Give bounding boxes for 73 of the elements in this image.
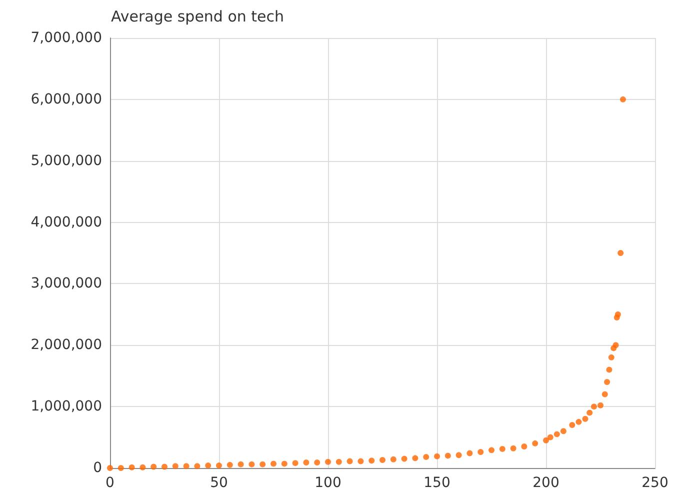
point <box>444 452 451 459</box>
point <box>488 447 494 454</box>
point <box>380 457 386 464</box>
point <box>281 460 288 467</box>
point <box>618 250 624 256</box>
point <box>478 449 484 456</box>
point <box>434 453 440 460</box>
point <box>582 416 588 422</box>
point <box>292 460 298 466</box>
point <box>172 463 178 470</box>
point <box>118 465 124 471</box>
y-tick-label: 1,000,000 <box>30 398 102 415</box>
point <box>183 463 190 470</box>
point <box>614 311 621 318</box>
point <box>612 342 619 348</box>
point <box>205 462 212 469</box>
point <box>260 461 266 468</box>
point <box>270 460 276 467</box>
point <box>390 456 396 462</box>
point <box>532 440 538 446</box>
point <box>510 445 516 452</box>
x-tick-label: 200 <box>532 475 560 491</box>
x-tick-label: 0 <box>106 475 114 491</box>
point <box>368 458 375 464</box>
point <box>547 434 554 440</box>
point <box>576 418 582 425</box>
point <box>358 458 364 464</box>
point <box>107 465 113 471</box>
point <box>554 431 560 438</box>
point <box>238 461 244 468</box>
point <box>499 446 506 452</box>
x-tick-label: 100 <box>314 475 342 491</box>
point <box>604 379 610 385</box>
y-tick-label: 2,000,000 <box>30 337 102 354</box>
y-tick-label: 6,000,000 <box>30 91 102 108</box>
point <box>586 410 593 416</box>
point <box>336 458 342 465</box>
point <box>226 462 233 468</box>
point <box>602 391 608 398</box>
point <box>590 404 597 410</box>
point <box>608 354 614 360</box>
x-tick-label: 50 <box>210 475 228 491</box>
y-tick-label: 7,000,000 <box>30 30 102 46</box>
point <box>543 437 549 444</box>
point <box>569 422 576 428</box>
x-tick-label: 250 <box>642 475 668 491</box>
y-tick-label: 5,000,000 <box>30 152 102 169</box>
point <box>194 463 200 470</box>
point <box>466 450 473 456</box>
point <box>521 444 528 450</box>
point <box>248 461 255 468</box>
x-tick-label: 150 <box>424 475 450 491</box>
point <box>325 458 331 465</box>
point <box>412 455 418 462</box>
point <box>128 464 135 470</box>
point <box>314 459 320 466</box>
point <box>216 462 222 469</box>
point <box>598 402 604 408</box>
y-tick-label: 3,000,000 <box>30 276 102 292</box>
point <box>560 428 566 434</box>
y-tick-label: 4,000,000 <box>30 214 102 230</box>
point <box>303 459 310 466</box>
point <box>401 456 408 462</box>
chart-title: Average spend on tech <box>111 8 284 26</box>
point <box>162 464 168 470</box>
point <box>456 452 462 458</box>
point <box>346 458 353 464</box>
point <box>423 454 430 460</box>
point <box>606 366 612 373</box>
point <box>140 464 146 470</box>
point <box>620 96 626 102</box>
point <box>150 464 157 470</box>
y-tick-label: 0 <box>93 460 102 476</box>
